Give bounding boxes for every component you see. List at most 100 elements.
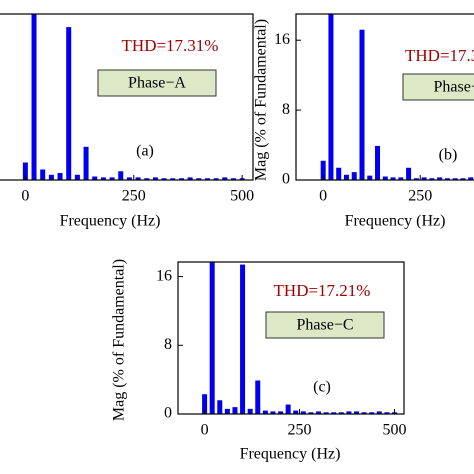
thd-annotation: THD=17.31% bbox=[405, 46, 474, 65]
bar bbox=[316, 411, 322, 414]
bar bbox=[429, 178, 435, 180]
bar bbox=[376, 411, 382, 414]
bar bbox=[222, 177, 228, 180]
bar bbox=[48, 174, 54, 180]
x-tick-label: 250 bbox=[122, 188, 146, 205]
bar bbox=[74, 174, 80, 180]
bar bbox=[328, 14, 334, 180]
bar bbox=[92, 176, 98, 180]
bar bbox=[382, 176, 388, 180]
bar bbox=[57, 173, 63, 180]
bar bbox=[255, 380, 261, 414]
bar bbox=[278, 411, 284, 414]
bar bbox=[361, 412, 367, 414]
bar bbox=[209, 262, 215, 414]
bar bbox=[66, 27, 72, 180]
plot-frame bbox=[177, 261, 405, 415]
y-tick-label: 0 bbox=[164, 405, 172, 422]
bar bbox=[331, 412, 337, 414]
bar bbox=[413, 178, 419, 180]
y-tick-label: 16 bbox=[274, 31, 290, 48]
bar bbox=[240, 264, 246, 414]
bar bbox=[170, 178, 176, 180]
bar bbox=[118, 171, 124, 180]
bar bbox=[398, 177, 404, 180]
bar bbox=[437, 177, 443, 180]
x-tick-label: 0 bbox=[201, 422, 209, 439]
bar bbox=[384, 412, 390, 414]
y-tick-label: 16 bbox=[156, 267, 172, 284]
bar bbox=[320, 160, 326, 180]
plot-frame bbox=[295, 13, 474, 181]
bar bbox=[270, 411, 276, 414]
bar bbox=[343, 174, 349, 180]
plot-frame bbox=[0, 13, 254, 181]
x-tick-label: 0 bbox=[21, 188, 29, 205]
bar bbox=[375, 145, 381, 180]
bar bbox=[406, 167, 412, 180]
bar bbox=[232, 407, 238, 414]
bar bbox=[178, 178, 184, 180]
panel-label: (a) bbox=[136, 143, 154, 160]
y-axis-label: Mag (% of Fundamental) bbox=[111, 259, 128, 421]
bar bbox=[367, 175, 373, 180]
bar bbox=[83, 146, 89, 180]
bar bbox=[217, 400, 223, 414]
bar bbox=[354, 411, 360, 414]
bar bbox=[390, 177, 396, 180]
x-axis-label: Frequency (Hz) bbox=[60, 213, 161, 230]
x-tick-label: 500 bbox=[230, 188, 254, 205]
bar bbox=[196, 178, 202, 180]
x-tick-label: 500 bbox=[383, 422, 407, 439]
bars bbox=[22, 14, 245, 180]
x-axis-label: Frequency (Hz) bbox=[240, 446, 341, 463]
bar bbox=[135, 177, 141, 180]
thd-annotation: THD=17.31% bbox=[122, 36, 219, 55]
bar bbox=[204, 178, 210, 180]
bar bbox=[152, 177, 158, 180]
bar bbox=[126, 177, 132, 180]
y-tick-label: 0 bbox=[282, 171, 290, 188]
bar bbox=[202, 394, 208, 414]
bar bbox=[31, 14, 37, 180]
bar bbox=[22, 162, 28, 180]
bar bbox=[161, 178, 167, 180]
bar bbox=[468, 177, 474, 180]
bar bbox=[247, 408, 253, 414]
bar bbox=[262, 410, 268, 414]
bar bbox=[338, 412, 344, 414]
bar bbox=[300, 411, 306, 414]
bar bbox=[452, 178, 458, 180]
bar bbox=[293, 410, 299, 414]
bar bbox=[346, 411, 352, 414]
x-tick-label: 250 bbox=[288, 422, 312, 439]
bar bbox=[224, 408, 230, 414]
thd-annotation: THD=17.21% bbox=[274, 281, 371, 300]
x-tick-label: 0 bbox=[319, 188, 327, 205]
bar bbox=[213, 178, 219, 180]
bar bbox=[308, 412, 314, 414]
bar bbox=[230, 178, 236, 180]
phase-box bbox=[402, 73, 474, 101]
bar bbox=[109, 177, 115, 180]
y-tick-label: 8 bbox=[164, 336, 172, 353]
x-tick-label: 250 bbox=[408, 188, 432, 205]
phase-box bbox=[97, 69, 217, 97]
panel-label: (b) bbox=[439, 147, 458, 164]
y-tick-label: 8 bbox=[282, 101, 290, 118]
bar bbox=[40, 169, 46, 180]
y-axis-label: Mag (% of Fundamental) bbox=[253, 19, 270, 181]
bar bbox=[359, 29, 365, 180]
x-axis-label: Frequency (Hz) bbox=[345, 213, 446, 230]
phase-label: Phase−B bbox=[433, 79, 474, 96]
bar bbox=[351, 172, 357, 180]
phase-label: Phase−A bbox=[128, 75, 186, 92]
bar bbox=[421, 177, 427, 180]
bars bbox=[320, 14, 474, 180]
bar bbox=[336, 167, 342, 180]
bar bbox=[285, 404, 291, 414]
panel-label: (c) bbox=[313, 379, 331, 396]
bar bbox=[144, 178, 150, 180]
